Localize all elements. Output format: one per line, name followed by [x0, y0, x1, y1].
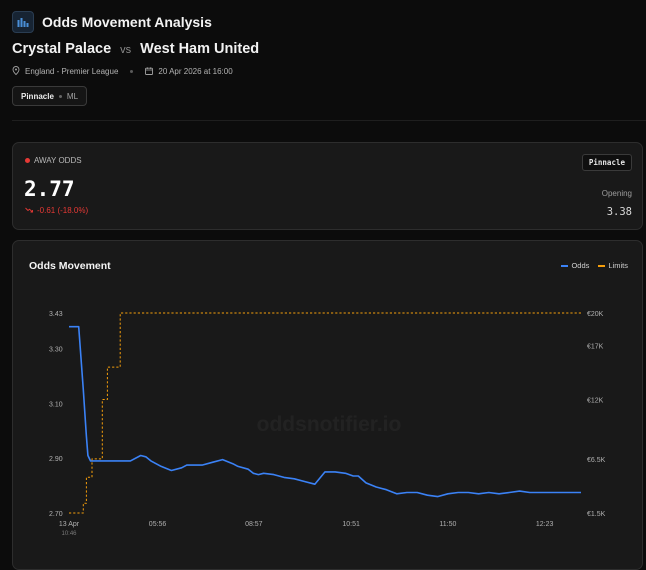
match-meta: England - Premier League 20 Apr 2026 at … [12, 66, 233, 77]
away-team: West Ham United [140, 41, 260, 57]
chart-watermark: oddsnotifier.io [257, 413, 402, 436]
bookmaker-label: Pinnacle [21, 91, 54, 101]
trend-down-icon [25, 206, 33, 215]
opening-value: 3.38 [606, 206, 632, 218]
series-line-limits [69, 312, 581, 514]
y-right-tick-label: €20K [587, 311, 604, 318]
opening-label: Opening [601, 189, 632, 198]
y-left-tick-label: 3.43 [49, 311, 63, 318]
odds-summary-card: AWAY ODDS 2.77 -0.61 (-18.0%) Pinnacle O… [12, 142, 643, 230]
pill-separator [58, 94, 62, 98]
legend-label-limits: Limits [608, 261, 628, 270]
legend-swatch-odds [561, 264, 569, 267]
x-tick-label: 08:57 [245, 521, 263, 528]
y-right-tick-label: €1.5K [587, 511, 606, 518]
meta-separator [130, 70, 134, 73]
match-title: Crystal Palace vs West Ham United [12, 41, 259, 57]
app-header: Odds Movement Analysis [12, 11, 212, 33]
odds-movement-chart-card: Odds Movement Odds Limits oddsnotifier.i… [12, 240, 643, 570]
current-odds: 2.77 [24, 177, 75, 201]
app-title: Odds Movement Analysis [42, 14, 212, 30]
legend-swatch-limits [598, 264, 606, 267]
x-tick-sublabel: 10:46 [61, 531, 77, 537]
header-divider [12, 120, 646, 121]
calendar-icon [145, 66, 154, 77]
legend-label-odds: Odds [571, 261, 590, 270]
x-tick-label: 13 Apr [59, 521, 80, 528]
odds-change: -0.61 (-18.0%) [25, 206, 88, 215]
market-label: ML [66, 91, 79, 101]
odds-change-text: -0.61 (-18.0%) [37, 206, 89, 215]
chart-legend: Odds Limits [561, 261, 628, 270]
y-right-tick-label: €6.5K [587, 457, 606, 464]
legend-item-odds[interactable]: Odds [561, 261, 589, 270]
odds-label-text: AWAY ODDS [34, 156, 82, 165]
kickoff-time: 20 Apr 2026 at 16:00 [158, 67, 233, 76]
y-right-tick-label: €12K [587, 397, 604, 404]
x-tick-label: 10:51 [342, 521, 360, 528]
bookmaker-market-selector[interactable]: Pinnacle ML [12, 86, 88, 106]
bookmaker-badge: Pinnacle [581, 154, 632, 171]
y-left-tick-label: 2.70 [49, 511, 63, 518]
location-pin-icon [12, 66, 20, 77]
series-line-odds [69, 325, 581, 498]
legend-item-limits[interactable]: Limits [598, 261, 628, 270]
odds-movement-chart[interactable]: oddsnotifier.io 2.70 2.90 3.10 3.30 3.43 €1.5… [13, 241, 643, 570]
x-tick-label: 05:56 [149, 521, 167, 528]
home-team: Crystal Palace [12, 41, 112, 57]
league-name: England - Premier League [25, 67, 119, 76]
x-tick-label: 11:50 [439, 521, 456, 528]
y-left-tick-label: 3.10 [49, 401, 63, 408]
chart-title: Odds Movement [29, 260, 111, 272]
y-right-tick-label: €17K [587, 343, 604, 350]
odds-label: AWAY ODDS [25, 156, 82, 165]
status-dot-icon [25, 158, 30, 163]
y-left-tick-label: 3.30 [49, 347, 63, 354]
vs-label: vs [120, 44, 132, 56]
chart-logo-icon [12, 11, 34, 33]
y-left-tick-label: 2.90 [49, 456, 63, 463]
x-tick-label: 12:23 [536, 521, 554, 528]
